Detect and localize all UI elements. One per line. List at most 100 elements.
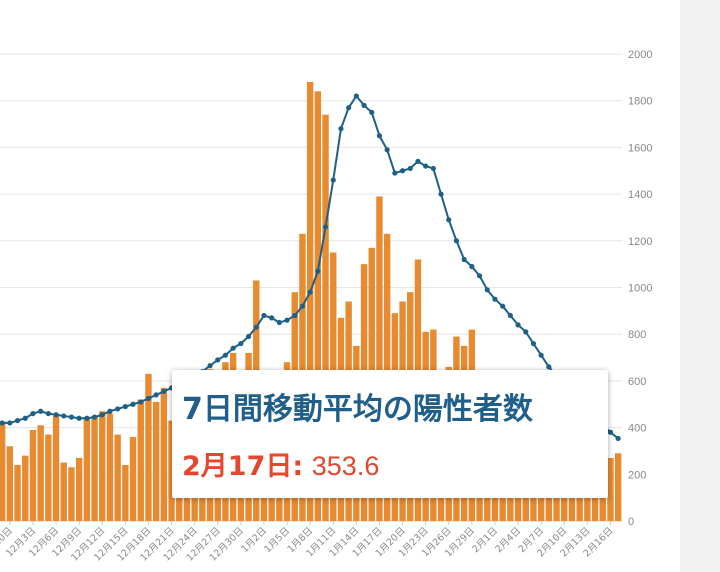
daily-cases-bar (45, 434, 52, 521)
daily-cases-bar (168, 420, 175, 521)
y-tick-label: 1000 (628, 283, 652, 295)
moving-average-point (91, 414, 98, 420)
moving-average-point (115, 406, 121, 412)
tooltip-title: 7日間移動平均の陽性者数 (182, 392, 533, 427)
moving-average-point (415, 158, 421, 165)
moving-average-point (30, 410, 36, 417)
moving-average-point (523, 329, 529, 335)
moving-average-point (322, 224, 329, 230)
moving-average-point (84, 415, 90, 421)
chart-tooltip: 7日間移動平均の陽性者数 2月17日: 353.6 (172, 370, 608, 498)
moving-average-point (292, 312, 298, 319)
moving-average-point (145, 395, 152, 402)
moving-average-point (68, 414, 75, 420)
y-tick-label: 1600 (628, 142, 652, 154)
moving-average-point (515, 322, 521, 328)
moving-average-point (530, 340, 537, 347)
moving-average-point (253, 324, 259, 330)
tooltip-value-line: 2月17日: 353.6 (182, 444, 379, 483)
moving-average-point (407, 165, 413, 172)
scrollbar-track[interactable] (680, 0, 720, 572)
moving-average-point (607, 429, 614, 435)
moving-average-point (338, 126, 344, 132)
moving-average-point (299, 303, 306, 309)
moving-average-points (0, 93, 621, 442)
daily-cases-bar (376, 196, 383, 521)
moving-average-point (261, 312, 267, 319)
moving-average-point (45, 410, 51, 417)
daily-cases-bar (106, 413, 114, 521)
moving-average-point (284, 317, 290, 323)
moving-average-point (484, 287, 490, 293)
y-tick-label: 600 (628, 376, 646, 388)
moving-average-point (61, 413, 67, 419)
moving-average-point (361, 102, 367, 108)
moving-average-point (446, 217, 452, 223)
moving-average-point (453, 238, 460, 244)
moving-average-point (269, 315, 275, 321)
daily-cases-bar (29, 429, 37, 521)
daily-cases-bar (37, 425, 44, 521)
moving-average-point (307, 289, 313, 295)
daily-cases-bar (607, 457, 614, 521)
moving-average-point (130, 401, 136, 407)
moving-average-point (153, 392, 159, 398)
daily-cases-bar (22, 455, 29, 521)
moving-average-point (238, 340, 244, 347)
moving-average-point (245, 333, 252, 340)
moving-average-point (330, 177, 336, 183)
daily-cases-bar (152, 401, 160, 521)
moving-average-point (53, 412, 59, 418)
y-tick-label: 400 (628, 423, 646, 435)
y-tick-label: 1400 (628, 189, 652, 201)
moving-average-point (76, 415, 82, 421)
moving-average-point (22, 415, 28, 421)
moving-average-point (207, 363, 213, 369)
y-tick-label: 1200 (628, 236, 652, 248)
moving-average-point (538, 352, 544, 358)
moving-average-point (230, 345, 236, 351)
moving-average-point (222, 352, 229, 358)
daily-cases-bar (6, 446, 14, 521)
moving-average-point (315, 268, 321, 274)
tooltip-value: 353.6 (311, 451, 380, 481)
moving-average-point (469, 263, 475, 270)
moving-average-point (215, 357, 221, 363)
moving-average-point (476, 273, 483, 279)
daily-cases-bar (614, 453, 622, 521)
moving-average-point (507, 312, 513, 319)
moving-average-point (14, 417, 21, 424)
daily-cases-bar (322, 114, 329, 522)
moving-average-point (461, 256, 467, 263)
moving-average-point (430, 165, 436, 172)
daily-cases-bar (160, 387, 168, 521)
moving-average-point (546, 364, 552, 370)
moving-average-point (500, 303, 506, 309)
moving-average-point (369, 109, 375, 115)
y-tick-label: 200 (628, 469, 646, 481)
daily-cases-bar (83, 418, 91, 521)
x-axis: 11月30日12月3日12月6日12月9日12月12日12月15日12月18日1… (0, 521, 616, 564)
daily-cases-bar (114, 434, 121, 521)
moving-average-point (7, 420, 13, 426)
moving-average-point (99, 412, 105, 418)
tooltip-date: 2月17日: (182, 451, 304, 482)
daily-cases-bar (306, 82, 314, 522)
moving-average-point (399, 168, 406, 174)
daily-cases-bar (60, 462, 67, 521)
moving-average-point (107, 408, 113, 414)
moving-average-point (122, 403, 128, 410)
moving-average-point (0, 420, 5, 426)
moving-average-point (423, 163, 429, 169)
daily-cases-bar (0, 422, 6, 521)
daily-cases-bar (314, 91, 322, 522)
moving-average-point (615, 435, 621, 442)
moving-average-point (492, 296, 498, 302)
moving-average-point (346, 105, 352, 111)
y-tick-label: 0 (628, 516, 634, 528)
daily-cases-bar (122, 464, 129, 521)
daily-cases-bar (99, 411, 106, 521)
moving-average-point (438, 191, 444, 197)
y-tick-label: 800 (628, 329, 646, 341)
daily-cases-bar (68, 467, 75, 521)
